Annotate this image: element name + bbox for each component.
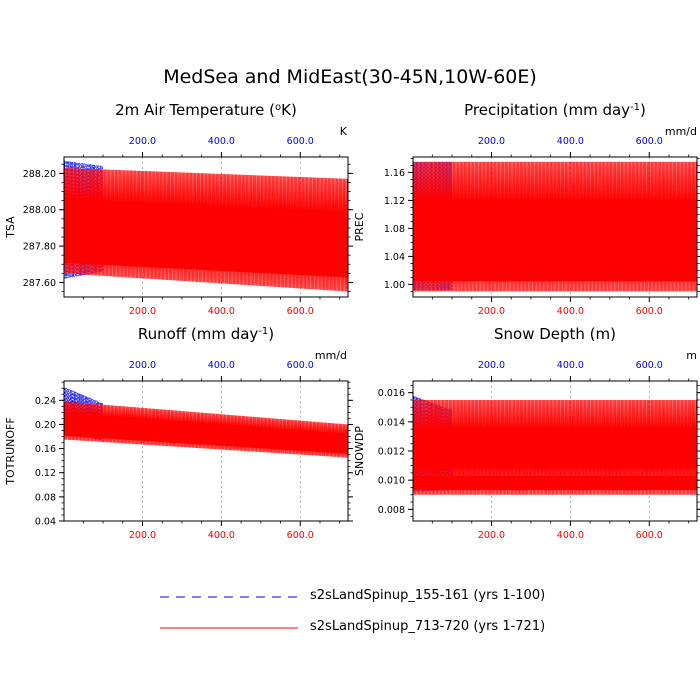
series-2-band <box>63 424 349 454</box>
series-2-line <box>63 167 349 292</box>
y-tick-label: 1.12 <box>384 196 405 207</box>
units-label: m <box>686 349 697 362</box>
y-tick-label: 288.20 <box>23 169 56 180</box>
y-tick-label: 1.00 <box>384 280 405 291</box>
x-tick-label-top: 400.0 <box>208 136 235 147</box>
x-tick-label-bottom: 200.0 <box>129 306 156 317</box>
legend-label-1: s2sLandSpinup_155-161 (yrs 1-100) <box>310 588 546 603</box>
legend-swatch-2 <box>160 627 298 629</box>
x-tick-label-bottom: 200.0 <box>478 530 505 541</box>
units-label: K <box>340 125 348 138</box>
x-tick-label-top: 400.0 <box>208 360 235 371</box>
legend-label-2: s2sLandSpinup_713-720 (yrs 1-721) <box>310 619 546 634</box>
x-tick-label-bottom: 200.0 <box>478 306 505 317</box>
units-label: mm/d <box>665 125 697 138</box>
x-tick-label-top: 600.0 <box>287 136 314 147</box>
y-tick-label: 0.016 <box>378 388 405 399</box>
x-tick-label-bottom: 600.0 <box>636 530 663 541</box>
panel-title: Precipitation (mm day-1) <box>464 101 646 119</box>
y-tick-label: 1.08 <box>384 224 405 235</box>
x-tick-label-top: 400.0 <box>557 360 584 371</box>
x-tick-label-bottom: 600.0 <box>636 306 663 317</box>
y-tick-label: 0.014 <box>378 417 405 428</box>
y-tick-label: 0.12 <box>35 468 56 479</box>
y-tick-label: 287.60 <box>23 278 56 289</box>
legend-entry-2: s2sLandSpinup_713-720 (yrs 1-721) <box>160 617 640 639</box>
plot-frame <box>412 156 698 298</box>
y-tick-label: 0.008 <box>378 505 405 516</box>
x-tick-label-bottom: 400.0 <box>208 530 235 541</box>
y-tick-label: 0.012 <box>378 447 405 458</box>
x-tick-label-top: 200.0 <box>478 136 505 147</box>
x-tick-label-bottom: 400.0 <box>557 530 584 541</box>
legend-entry-1: s2sLandSpinup_155-161 (yrs 1-100) <box>160 586 640 608</box>
x-tick-label-top: 600.0 <box>636 136 663 147</box>
y-tick-label: 0.16 <box>35 444 56 455</box>
x-tick-label-top: 200.0 <box>129 136 156 147</box>
plot-frame <box>63 156 349 298</box>
x-tick-label-bottom: 600.0 <box>287 306 314 317</box>
y-tick-label: 0.24 <box>35 396 56 407</box>
x-tick-label-bottom: 200.0 <box>129 530 156 541</box>
series-2-line <box>63 401 349 458</box>
y-tick-label: 0.20 <box>35 420 56 431</box>
y-tick-label: 0.010 <box>378 476 405 487</box>
x-tick-label-top: 600.0 <box>287 360 314 371</box>
x-tick-label-bottom: 400.0 <box>208 306 235 317</box>
y-tick-label: 287.80 <box>23 242 56 253</box>
panel-title: Snow Depth (m) <box>494 325 616 343</box>
x-tick-label-top: 200.0 <box>478 360 505 371</box>
y-axis-label: PREC <box>353 212 366 241</box>
series-2-band <box>412 475 698 491</box>
x-tick-label-top: 200.0 <box>129 360 156 371</box>
y-tick-label: 288.00 <box>23 205 56 216</box>
y-axis-label: SNOWDP <box>353 426 366 476</box>
x-tick-label-top: 600.0 <box>636 360 663 371</box>
y-tick-label: 0.08 <box>35 492 56 503</box>
panel-title: Runoff (mm day-1) <box>138 325 274 343</box>
series-2-band <box>412 250 698 282</box>
y-axis-label: TOTRUNOFF <box>4 417 17 485</box>
x-tick-label-bottom: 400.0 <box>557 306 584 317</box>
x-tick-label-top: 400.0 <box>557 136 584 147</box>
units-label: mm/d <box>315 349 347 362</box>
y-axis-label: TSA <box>4 216 17 239</box>
series-2-line <box>412 161 698 292</box>
legend-swatch-1 <box>160 596 298 598</box>
panel-title: 2m Air Temperature (oK) <box>115 101 297 119</box>
y-tick-label: 1.04 <box>384 252 405 263</box>
y-tick-label: 0.04 <box>35 517 56 528</box>
plot-frame <box>63 380 349 522</box>
x-tick-label-bottom: 600.0 <box>287 530 314 541</box>
y-tick-label: 1.16 <box>384 168 405 179</box>
figure-title: MedSea and MidEast(30-45N,10W-60E) <box>163 66 537 88</box>
series-2-line <box>412 399 698 495</box>
series-2-band <box>63 231 349 278</box>
